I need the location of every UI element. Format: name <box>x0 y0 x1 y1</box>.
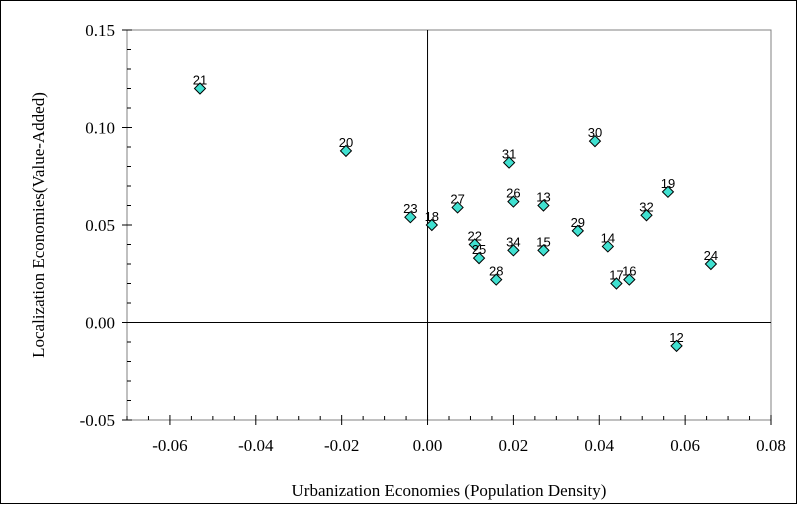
data-point-marker <box>610 277 623 290</box>
x-tick-label: -0.06 <box>152 436 187 455</box>
data-point-marker <box>502 156 516 169</box>
data-point-label: 34 <box>506 234 520 249</box>
data-point-marker <box>425 218 439 232</box>
data-point-label: 28 <box>489 264 503 279</box>
x-tick-label: 0.06 <box>670 436 700 455</box>
data-point-label: 17 <box>609 268 623 283</box>
data-point-label: 30 <box>588 125 602 140</box>
data-point-marker <box>588 134 602 148</box>
y-tick-label: -0.05 <box>80 411 115 430</box>
data-point-marker <box>640 209 653 222</box>
data-point-label: 13 <box>536 190 550 205</box>
data-point-marker <box>537 199 550 212</box>
y-tick-labels: -0.05 0.00 0.05 0.10 0.15 <box>80 21 115 430</box>
data-point-label: 31 <box>502 147 516 162</box>
y-tick-label: 0.00 <box>85 314 115 333</box>
x-tick-label: -0.02 <box>324 436 359 455</box>
data-point-marker <box>670 339 683 353</box>
data-point-marker <box>472 251 486 265</box>
data-point-marker <box>537 244 550 257</box>
data-point-marker <box>623 273 636 286</box>
y-tick-label: 0.15 <box>85 21 115 40</box>
data-point-marker <box>490 273 503 286</box>
x-axis-title: Urbanization Economies (Population Densi… <box>292 481 607 500</box>
data-point-label: 18 <box>425 209 439 224</box>
data-point-label: 24 <box>704 248 718 263</box>
data-point-label: 29 <box>571 215 585 230</box>
data-point-label: 12 <box>669 330 683 345</box>
data-point-label: 23 <box>403 201 417 216</box>
data-point-label: 25 <box>472 242 486 257</box>
data-point-label: 27 <box>450 191 464 206</box>
y-axis-title: Localization Economies(Value-Added) <box>29 92 48 358</box>
x-tick-label: 0.08 <box>756 436 786 455</box>
data-point-marker <box>661 185 675 199</box>
x-tick-label: -0.04 <box>238 436 274 455</box>
data-point-label: 14 <box>601 230 615 245</box>
x-tick-label: 0.02 <box>499 436 529 455</box>
plot-area <box>126 29 772 421</box>
x-tick-label: 0.00 <box>413 436 443 455</box>
data-point-label: 15 <box>536 234 550 249</box>
data-point-marker <box>704 257 718 271</box>
data-point-label: 16 <box>622 264 636 279</box>
data-point-marker <box>451 201 464 214</box>
x-tick-label: 0.04 <box>584 436 614 455</box>
data-point-label: 19 <box>661 176 675 191</box>
data-point-marker <box>601 240 615 253</box>
data-point-label: 22 <box>468 229 482 244</box>
data-point-marker <box>507 244 520 257</box>
data-point-label: 21 <box>193 73 207 88</box>
x-tick-labels: -0.06 -0.04 -0.02 0.00 0.02 0.04 0.06 0.08 <box>152 436 786 455</box>
data-point-marker <box>468 238 481 251</box>
data-point-marker <box>193 82 207 95</box>
data-point-marker <box>404 210 417 224</box>
y-tick-label: 0.10 <box>85 119 115 138</box>
data-point-marker <box>507 195 520 208</box>
data-point-label: 32 <box>639 199 653 214</box>
data-point-label: 20 <box>339 135 353 150</box>
y-tick-label: 0.05 <box>85 216 115 235</box>
data-point-marker <box>571 224 585 238</box>
data-point-label: 26 <box>506 186 520 201</box>
data-point-marker <box>339 144 353 158</box>
